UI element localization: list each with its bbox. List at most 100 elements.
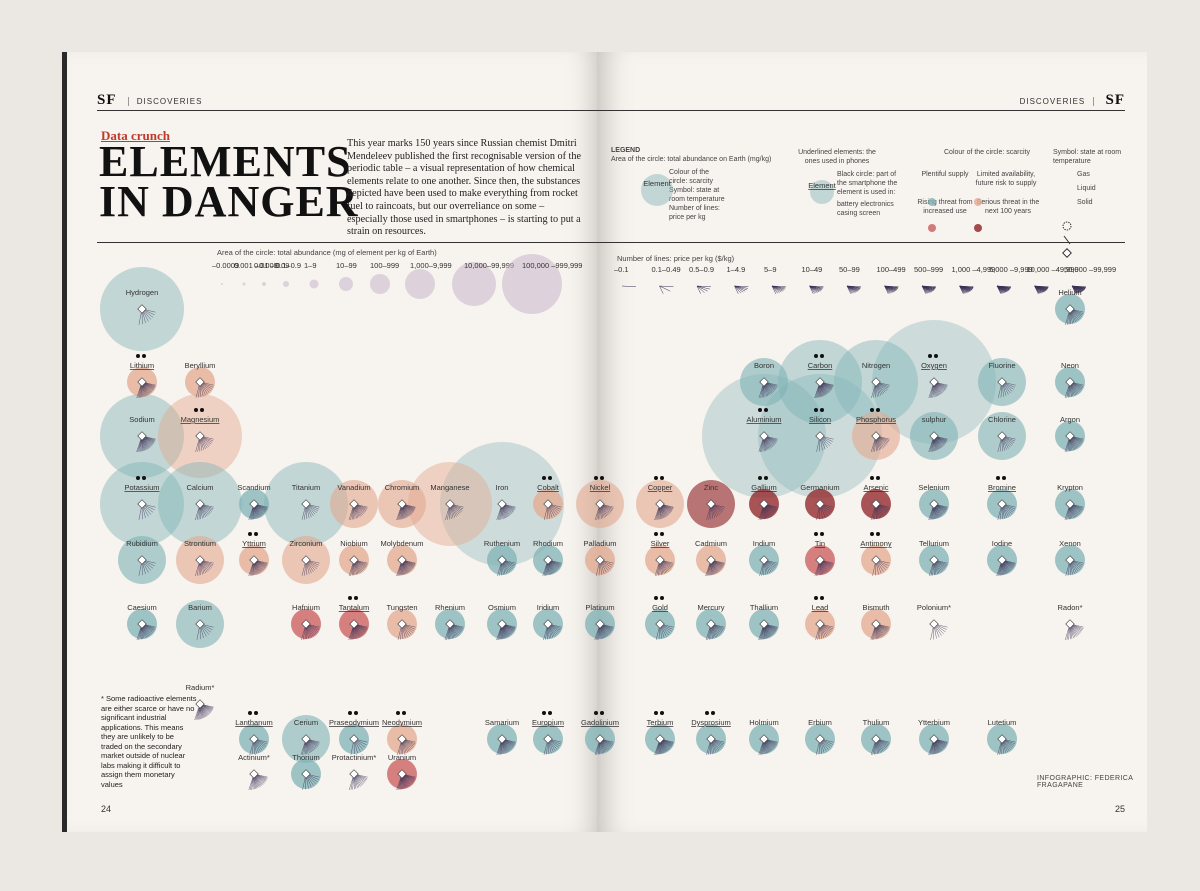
state-symbol (301, 499, 311, 509)
lines-scale-mark (659, 285, 671, 292)
legend-gas-symbol (1062, 221, 1072, 231)
section-rule-right (597, 242, 1125, 243)
state-symbol (137, 304, 147, 314)
state-symbol (543, 555, 553, 565)
state-symbol (997, 377, 1007, 387)
element-label: Osmium (488, 603, 516, 612)
page-number-left: 24 (101, 804, 112, 814)
state-symbol (595, 619, 605, 629)
state-symbol (1065, 619, 1075, 629)
area-scale-circle (309, 279, 319, 289)
state-symbol (397, 734, 407, 744)
area-scale-circle (339, 277, 353, 291)
state-symbol (137, 377, 147, 387)
state-symbol (871, 499, 881, 509)
phone-part-dot (654, 476, 658, 480)
lines-scale-label: 5–9 (764, 265, 777, 274)
element-label: Scandium (237, 483, 270, 492)
state-symbol (871, 555, 881, 565)
state-symbol (301, 555, 311, 565)
phone-part-dot (870, 476, 874, 480)
element-label: Radon* (1057, 603, 1082, 612)
header-right: DISCOVERIES SF (1019, 92, 1125, 109)
element-label: Europium (532, 718, 564, 727)
element-label: Aluminium (746, 415, 781, 424)
state-symbol (195, 499, 205, 509)
lines-scale-mark (734, 285, 742, 294)
lines-scale-mark (734, 285, 746, 292)
state-symbol (655, 619, 665, 629)
element-label: Niobium (340, 539, 368, 548)
area-scale-circle (283, 281, 289, 287)
element-label: Iridium (537, 603, 560, 612)
phone-part-dot (934, 354, 938, 358)
state-symbol (301, 734, 311, 744)
area-scale-label: 1–9 (304, 261, 317, 270)
phone-part-dot (711, 711, 715, 715)
state-symbol (815, 619, 825, 629)
element-label: Gadolinium (581, 718, 619, 727)
page-title: ELEMENTS IN DANGER (99, 140, 359, 224)
state-symbol (655, 555, 665, 565)
lines-scale-mark (809, 285, 814, 294)
element-label: Zinc (704, 483, 718, 492)
element-label: Tin (815, 539, 825, 548)
header-left: SF DISCOVERIES (97, 92, 203, 109)
state-symbol (759, 734, 769, 744)
phone-part-dot (928, 354, 932, 358)
phone-part-dot (814, 532, 818, 536)
state-symbol (997, 734, 1007, 744)
lines-scale-label: 1,000 –4,999 (952, 265, 996, 274)
lines-scale-mark (771, 285, 782, 293)
legend-symbol-state: Symbol: state at room temperature (1053, 149, 1122, 165)
area-scale-label: –0.0009 (212, 261, 239, 270)
state-symbol (759, 431, 769, 441)
element-label: Ruthenium (484, 539, 520, 548)
state-symbol (871, 619, 881, 629)
logo-right: SF (1105, 92, 1125, 108)
state-symbol (655, 734, 665, 744)
state-symbol (759, 377, 769, 387)
phone-part-dot (820, 408, 824, 412)
element-label: Strontium (184, 539, 216, 548)
element-label: Platinum (585, 603, 614, 612)
legend-underlined: Underlined elements: the ones used in ph… (798, 149, 876, 165)
phone-part-dot (820, 532, 824, 536)
state-symbol (543, 499, 553, 509)
state-symbol (1065, 555, 1075, 565)
area-scale-label: 0.001 –0.009 (234, 261, 278, 270)
element-label: Dysprosium (691, 718, 731, 727)
state-symbol (1065, 377, 1075, 387)
intro-text: This year marks 150 years since Russian … (347, 138, 581, 238)
element-label: Fluorine (988, 361, 1015, 370)
state-symbol (706, 734, 716, 744)
element-label: Praseodymium (329, 718, 379, 727)
lines-scale-label: 5,000 –9,999 (989, 265, 1033, 274)
element-label: Palladium (584, 539, 617, 548)
lines-scale-label: 100–499 (877, 265, 906, 274)
phone-part-dot (654, 532, 658, 536)
state-symbol (397, 555, 407, 565)
legend-rising: Rising threat from increased use (917, 199, 973, 215)
legend-black-circle: Black circle: part of the smartphone the… (837, 171, 898, 196)
element-label: Chromium (385, 483, 420, 492)
lines-scale-mark (771, 285, 778, 294)
element-label: Tellurium (919, 539, 949, 548)
phone-part-dot (348, 596, 352, 600)
state-symbol (997, 555, 1007, 565)
lines-scale-mark (771, 285, 783, 292)
phone-part-dot (348, 711, 352, 715)
lines-scale-title: Number of lines: price per kg ($/kg) (617, 254, 735, 263)
legend-gas: Gas (1077, 171, 1090, 178)
phone-part-dot (660, 476, 664, 480)
state-symbol (1065, 304, 1075, 314)
phone-part-dot (660, 711, 664, 715)
phone-part-dot (660, 596, 664, 600)
element-label: Barium (188, 603, 212, 612)
state-symbol (759, 555, 769, 565)
area-scale-circle (370, 274, 390, 294)
phone-part-dot (764, 476, 768, 480)
element-label: Iodine (992, 539, 1012, 548)
element-label: Lutetium (988, 718, 1017, 727)
legend-liquid-symbol (1063, 235, 1071, 245)
